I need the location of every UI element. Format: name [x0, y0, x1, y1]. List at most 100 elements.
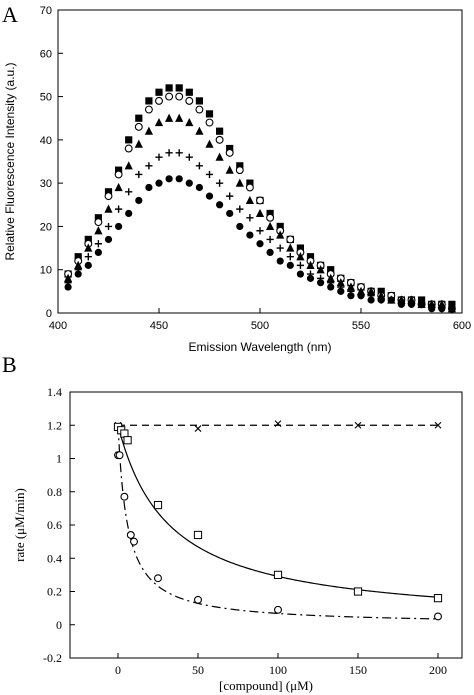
- panel-b-fit-curve-dashdot: [117, 425, 439, 620]
- panel-a-point-triangle-filled: [316, 265, 325, 274]
- panel-a-point-circle-filled: [216, 201, 224, 209]
- panel-a-point-circle-open: [235, 166, 244, 175]
- panel-a-point-circle-filled: [327, 283, 335, 291]
- panel-a-point-square-filled: [94, 214, 102, 222]
- panel-b-point-square-open: [353, 587, 363, 596]
- panel-b-point-circle-open: [126, 531, 135, 539]
- panel-a-point-square-filled: [226, 144, 234, 153]
- panel-a-point-circle-open: [195, 105, 204, 114]
- panel-a-point-circle-open: [165, 92, 174, 101]
- panel-a-point-triangle-filled: [84, 243, 93, 252]
- panel-a-plot-frame: [57, 9, 463, 314]
- panel-b-point-square-open: [273, 570, 283, 579]
- panel-a-point-triangle-filled: [336, 278, 345, 287]
- panel-a-point-triangle-filled: [266, 221, 275, 231]
- panel-a-y-tick-label: 50: [40, 92, 52, 104]
- panel-a-point-square-filled: [135, 114, 143, 122]
- panel-b-x-tick-label: 150: [349, 663, 367, 677]
- panel-a-point-circle-filled: [205, 192, 214, 200]
- panel-a-y-tick-label: 70: [40, 5, 52, 17]
- panel-b-y-tick-label: 1: [56, 452, 62, 466]
- panel-a-point-square-filled: [104, 188, 113, 196]
- panel-a-point-circle-filled: [226, 209, 234, 218]
- panel-b-y-tick-label: 0.2: [47, 585, 62, 599]
- panel-a-point-triangle-filled: [276, 230, 285, 239]
- panel-a-point-circle-open: [185, 96, 194, 105]
- panel-b-point-circle-open: [194, 595, 202, 604]
- panel-a-point-circle-open: [114, 170, 123, 179]
- panel-a-point-triangle-filled: [306, 260, 315, 269]
- panel-b-point-x: [194, 425, 202, 432]
- panel-a-point-square-filled: [276, 222, 284, 231]
- panel-a-point-triangle-filled: [215, 152, 224, 161]
- panel-a-point-circle-filled: [256, 240, 264, 248]
- panel-a-point-triangle-filled: [225, 165, 234, 174]
- panel-a-point-square-filled: [84, 235, 92, 244]
- panel-b-point-circle-open: [154, 574, 162, 583]
- panel-a-point-triangle-filled: [235, 178, 244, 187]
- panel-a-point-plus: [135, 170, 143, 179]
- panel-a-point-square-filled: [115, 166, 123, 174]
- panel-a-point-circle-open: [245, 183, 254, 192]
- panel-b-y-tick-label: -0.2: [43, 651, 62, 665]
- panel-a-point-circle-filled: [175, 175, 183, 183]
- panel-a-point-triangle-filled: [205, 139, 214, 148]
- panel-a-point-circle-open: [286, 235, 295, 244]
- panel-b-point-circle-open: [130, 537, 138, 546]
- panel-a-point-plus: [104, 222, 113, 231]
- panel-b-point-x: [274, 420, 282, 427]
- panel-a-point-circle-open: [175, 92, 184, 101]
- panel-b-y-tick-label: 0: [56, 618, 62, 632]
- panel-a-letter: A: [2, 2, 18, 27]
- panel-a-point-circle-filled: [246, 231, 254, 239]
- panel-b-y-axis-label: rate (μM/min): [12, 488, 27, 562]
- panel-a-point-triangle-filled: [286, 243, 295, 252]
- panel-a-point-plus: [246, 214, 254, 222]
- panel-a-point-square-filled: [216, 127, 224, 135]
- panel-b-point-square-open: [120, 429, 129, 438]
- panel-a-point-square-filled: [185, 88, 193, 96]
- panel-a-point-triangle-filled: [175, 113, 184, 122]
- panel-b-point-square-open: [433, 594, 443, 603]
- panel-a-point-triangle-filled: [114, 182, 123, 192]
- panel-b-point-x: [354, 421, 362, 429]
- panel-a-point-circle-filled: [418, 300, 426, 308]
- panel-b-y-tick-label: 0.8: [47, 485, 62, 499]
- panel-a-point-square-filled: [327, 266, 335, 274]
- panel-a-point-circle-filled: [84, 261, 92, 269]
- panel-a-x-tick-label: 450: [150, 320, 168, 332]
- panel-b-ticks: 0 50 100 150 200 -0.2 0 0.2 0.4 0.6 0.8 1 1.2 1.4: [43, 385, 447, 677]
- panel-a-point-square-filled: [205, 110, 214, 118]
- panel-b-chart: B 0 50 100 150 200 -0.2 0 0.2 0.4 0.6 0.8 1 1.2 1.4 […: [2, 352, 463, 693]
- panel-a-point-circle-filled: [286, 261, 294, 269]
- panel-a-point-triangle-filled: [367, 286, 376, 295]
- panel-b-point-square-open: [123, 436, 132, 445]
- panel-a-x-tick-label: 400: [49, 320, 67, 332]
- panel-a-point-triangle-filled: [245, 195, 254, 205]
- panel-a-point-triangle-filled: [346, 282, 355, 291]
- panel-a-point-plus: [195, 162, 203, 170]
- panel-a-point-circle-filled: [448, 305, 456, 313]
- panel-a-point-circle-filled: [266, 248, 274, 256]
- panel-a-y-axis-label: Relative Fluorescence Intensity (a.u.): [3, 62, 17, 260]
- panel-a-point-circle-filled: [306, 274, 315, 282]
- panel-b-point-square-open: [153, 500, 163, 510]
- panel-a-point-circle-filled: [296, 270, 304, 278]
- panel-a-point-plus: [125, 188, 133, 196]
- panel-a-point-square-filled: [74, 253, 82, 261]
- panel-a-point-circle-filled: [387, 296, 395, 304]
- panel-a-point-circle-open: [124, 144, 133, 153]
- panel-a-point-circle-filled: [145, 183, 153, 192]
- panel-a-point-circle-filled: [236, 222, 244, 231]
- panel-b-marks: [113, 420, 443, 621]
- panel-a-point-plus: [296, 261, 304, 269]
- panel-a-point-triangle-filled: [255, 208, 265, 218]
- panel-a-point-circle-open: [144, 105, 153, 114]
- panel-b-x-tick-label: 100: [269, 663, 287, 677]
- panel-a-point-circle-filled: [155, 179, 163, 187]
- panel-a-point-circle-open: [155, 96, 163, 105]
- panel-b-point-square-open: [193, 530, 203, 540]
- panel-a-point-plus: [115, 205, 123, 213]
- panel-a-point-triangle-filled: [144, 126, 153, 135]
- panel-a-point-triangle-filled: [165, 113, 174, 122]
